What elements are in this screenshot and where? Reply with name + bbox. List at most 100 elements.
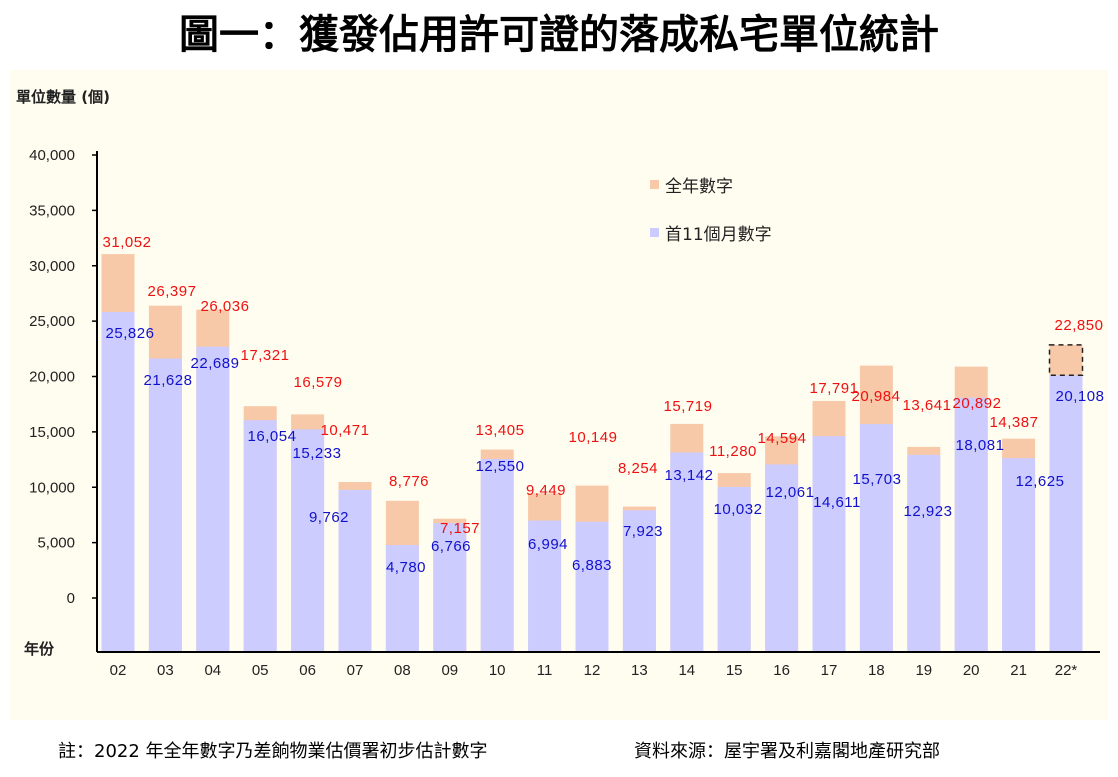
data-label-full-year: 17,791 <box>810 380 859 397</box>
data-label-first-11-months: 10,032 <box>714 501 763 518</box>
y-axis-label: 單位數量 (個) <box>16 88 110 106</box>
y-tick-label: 30,000 <box>29 258 75 275</box>
legend: 全年數字 首11個月數字 <box>650 177 772 245</box>
x-tick-label: 09 <box>441 662 458 679</box>
bar-first-11-months <box>717 486 751 652</box>
bar-first-11-months <box>480 459 514 652</box>
data-label-full-year: 10,149 <box>569 429 618 446</box>
data-label-first-11-months: 18,081 <box>956 437 1005 454</box>
data-label-first-11-months: 13,142 <box>665 467 714 484</box>
data-label-full-year: 20,984 <box>852 388 901 405</box>
legend-swatch-full-year <box>650 180 659 189</box>
data-label-full-year: 15,719 <box>664 398 713 415</box>
x-tick-label: 12 <box>584 662 601 679</box>
bar-first-11-months <box>812 436 846 652</box>
data-label-first-11-months: 6,883 <box>572 557 612 574</box>
bar-first-11-months <box>670 452 704 652</box>
legend-label-full-year: 全年數字 <box>665 177 733 197</box>
x-tick-label: 07 <box>347 662 364 679</box>
data-label-full-year: 13,405 <box>476 422 525 439</box>
data-label-first-11-months: 12,061 <box>766 484 815 501</box>
bar-first-11-months <box>1049 375 1083 652</box>
bar-first-11-months <box>385 545 419 652</box>
x-tick-label: 11 <box>537 662 553 679</box>
y-tick-label: 15,000 <box>29 424 75 441</box>
legend-swatch-first-11-months <box>650 228 659 237</box>
data-label-first-11-months: 20,108 <box>1056 388 1105 405</box>
bar-first-11-months <box>954 397 988 652</box>
bar-first-11-months <box>907 454 941 652</box>
bar-first-11-months <box>291 429 325 652</box>
x-tick-label: 17 <box>821 662 838 679</box>
data-label-first-11-months: 22,689 <box>191 355 240 372</box>
bar-first-11-months <box>433 523 467 652</box>
data-label-full-year: 11,280 <box>709 443 757 460</box>
bar-first-11-months <box>148 358 182 652</box>
data-label-first-11-months: 25,826 <box>106 325 155 342</box>
x-axis-label: 年份 <box>24 640 55 658</box>
data-label-first-11-months: 4,780 <box>386 559 426 576</box>
x-tick-label: 04 <box>204 662 221 679</box>
x-tick-label: 02 <box>110 662 127 679</box>
legend-label-first-11-months: 首11個月數字 <box>665 225 772 245</box>
bar-first-11-months <box>765 464 799 652</box>
x-tick-label: 14 <box>678 662 695 679</box>
data-label-full-year: 8,254 <box>618 460 658 477</box>
y-tick-label: 5,000 <box>37 535 75 552</box>
estimate-outline <box>1048 344 1084 377</box>
bar-first-11-months <box>1002 458 1036 652</box>
y-tick-label: 10,000 <box>29 479 75 496</box>
data-label-first-11-months: 9,762 <box>309 509 349 526</box>
x-tick-label: 18 <box>868 662 885 679</box>
data-label-first-11-months: 7,923 <box>623 523 663 540</box>
bar-first-11-months <box>338 489 372 652</box>
data-label-full-year: 13,641 <box>903 397 952 414</box>
data-label-full-year: 20,892 <box>953 395 1002 412</box>
data-label-first-11-months: 12,625 <box>1016 473 1065 490</box>
x-tick-label: 19 <box>915 662 932 679</box>
footer-source: 資料來源：屋宇署及利嘉閣地產研究部 <box>634 741 940 762</box>
x-tick-label: 16 <box>773 662 790 679</box>
footer-note: 註：2022 年全年數字乃差餉物業估價署初步估計數字 <box>58 741 488 762</box>
x-tick-label: 13 <box>631 662 648 679</box>
data-label-full-year: 8,776 <box>389 473 429 490</box>
data-label-full-year: 9,449 <box>526 482 566 499</box>
data-label-first-11-months: 12,923 <box>904 503 953 520</box>
data-label-first-11-months: 16,054 <box>248 428 297 445</box>
data-label-first-11-months: 12,550 <box>476 458 525 475</box>
chart-title: 圖一：獲發佔用許可證的落成私宅單位統計 <box>179 12 939 58</box>
x-tick-label: 15 <box>726 662 743 679</box>
y-tick-label: 0 <box>67 590 75 607</box>
data-label-full-year: 17,321 <box>241 347 290 364</box>
bar-first-11-months <box>575 521 609 652</box>
data-label-full-year: 14,387 <box>990 414 1039 431</box>
data-label-full-year: 22,850 <box>1055 317 1104 334</box>
x-tick-label: 22* <box>1055 662 1078 679</box>
x-tick-label: 05 <box>252 662 269 679</box>
bar-first-11-months <box>101 311 135 652</box>
data-label-first-11-months: 15,703 <box>853 471 902 488</box>
x-tick-label: 08 <box>394 662 411 679</box>
data-label-full-year: 26,036 <box>201 298 250 315</box>
data-label-first-11-months: 6,994 <box>528 536 568 553</box>
y-tick-label: 25,000 <box>29 313 75 330</box>
x-tick-label: 10 <box>489 662 506 679</box>
bar-first-11-months <box>243 420 277 652</box>
y-tick-label: 40,000 <box>29 147 75 164</box>
data-label-full-year: 26,397 <box>148 283 197 300</box>
data-label-full-year: 16,579 <box>294 374 343 391</box>
bar-first-11-months <box>196 346 230 652</box>
y-tick-label: 20,000 <box>29 369 75 386</box>
x-tick-label: 21 <box>1010 662 1027 679</box>
x-tick-label: 06 <box>299 662 316 679</box>
bar-first-11-months <box>622 510 656 652</box>
y-tick-label: 35,000 <box>29 202 75 219</box>
x-tick-label: 20 <box>963 662 980 679</box>
data-label-full-year: 14,594 <box>758 430 807 447</box>
x-tick-label: 03 <box>157 662 174 679</box>
data-label-first-11-months: 21,628 <box>144 372 193 389</box>
data-label-full-year: 7,157 <box>440 520 480 537</box>
data-label-first-11-months: 6,766 <box>431 538 471 555</box>
data-label-full-year: 31,052 <box>103 234 152 251</box>
